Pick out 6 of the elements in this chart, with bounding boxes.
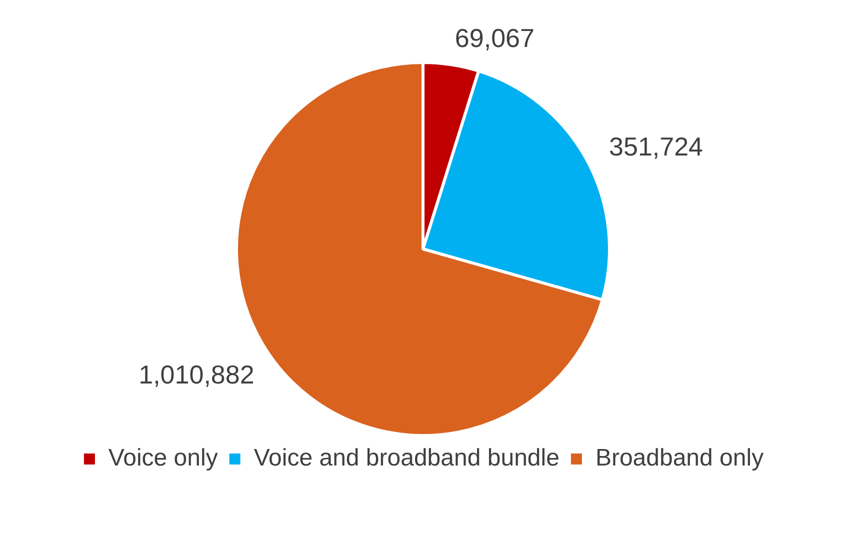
legend-label: Voice only xyxy=(108,444,218,472)
data-label: 1,010,882 xyxy=(138,360,254,390)
legend-label: Broadband only xyxy=(595,444,764,472)
data-label: 351,724 xyxy=(609,132,704,162)
legend-label: Voice and broadband bundle xyxy=(254,444,560,472)
data-label: 69,067 xyxy=(454,23,534,54)
